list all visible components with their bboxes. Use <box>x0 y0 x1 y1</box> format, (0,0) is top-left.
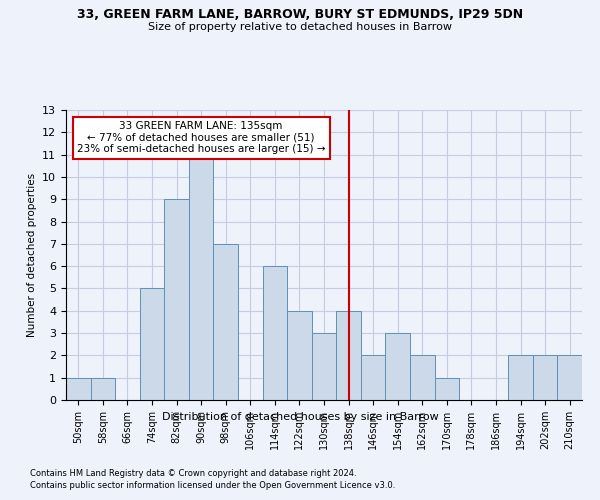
Bar <box>91 378 115 400</box>
Bar <box>263 266 287 400</box>
Text: Size of property relative to detached houses in Barrow: Size of property relative to detached ho… <box>148 22 452 32</box>
Bar <box>189 154 214 400</box>
Bar <box>410 356 434 400</box>
Bar <box>164 199 189 400</box>
Text: Contains HM Land Registry data © Crown copyright and database right 2024.: Contains HM Land Registry data © Crown c… <box>30 468 356 477</box>
Bar <box>312 333 336 400</box>
Text: Contains public sector information licensed under the Open Government Licence v3: Contains public sector information licen… <box>30 481 395 490</box>
Bar <box>533 356 557 400</box>
Bar <box>336 311 361 400</box>
Bar <box>508 356 533 400</box>
Bar <box>66 378 91 400</box>
Bar <box>557 356 582 400</box>
Bar <box>287 311 312 400</box>
Text: Distribution of detached houses by size in Barrow: Distribution of detached houses by size … <box>161 412 439 422</box>
Bar <box>385 333 410 400</box>
Text: 33, GREEN FARM LANE, BARROW, BURY ST EDMUNDS, IP29 5DN: 33, GREEN FARM LANE, BARROW, BURY ST EDM… <box>77 8 523 20</box>
Bar <box>140 288 164 400</box>
Y-axis label: Number of detached properties: Number of detached properties <box>26 173 37 337</box>
Bar <box>361 356 385 400</box>
Text: 33 GREEN FARM LANE: 135sqm
← 77% of detached houses are smaller (51)
23% of semi: 33 GREEN FARM LANE: 135sqm ← 77% of deta… <box>77 121 325 154</box>
Bar <box>434 378 459 400</box>
Bar <box>214 244 238 400</box>
